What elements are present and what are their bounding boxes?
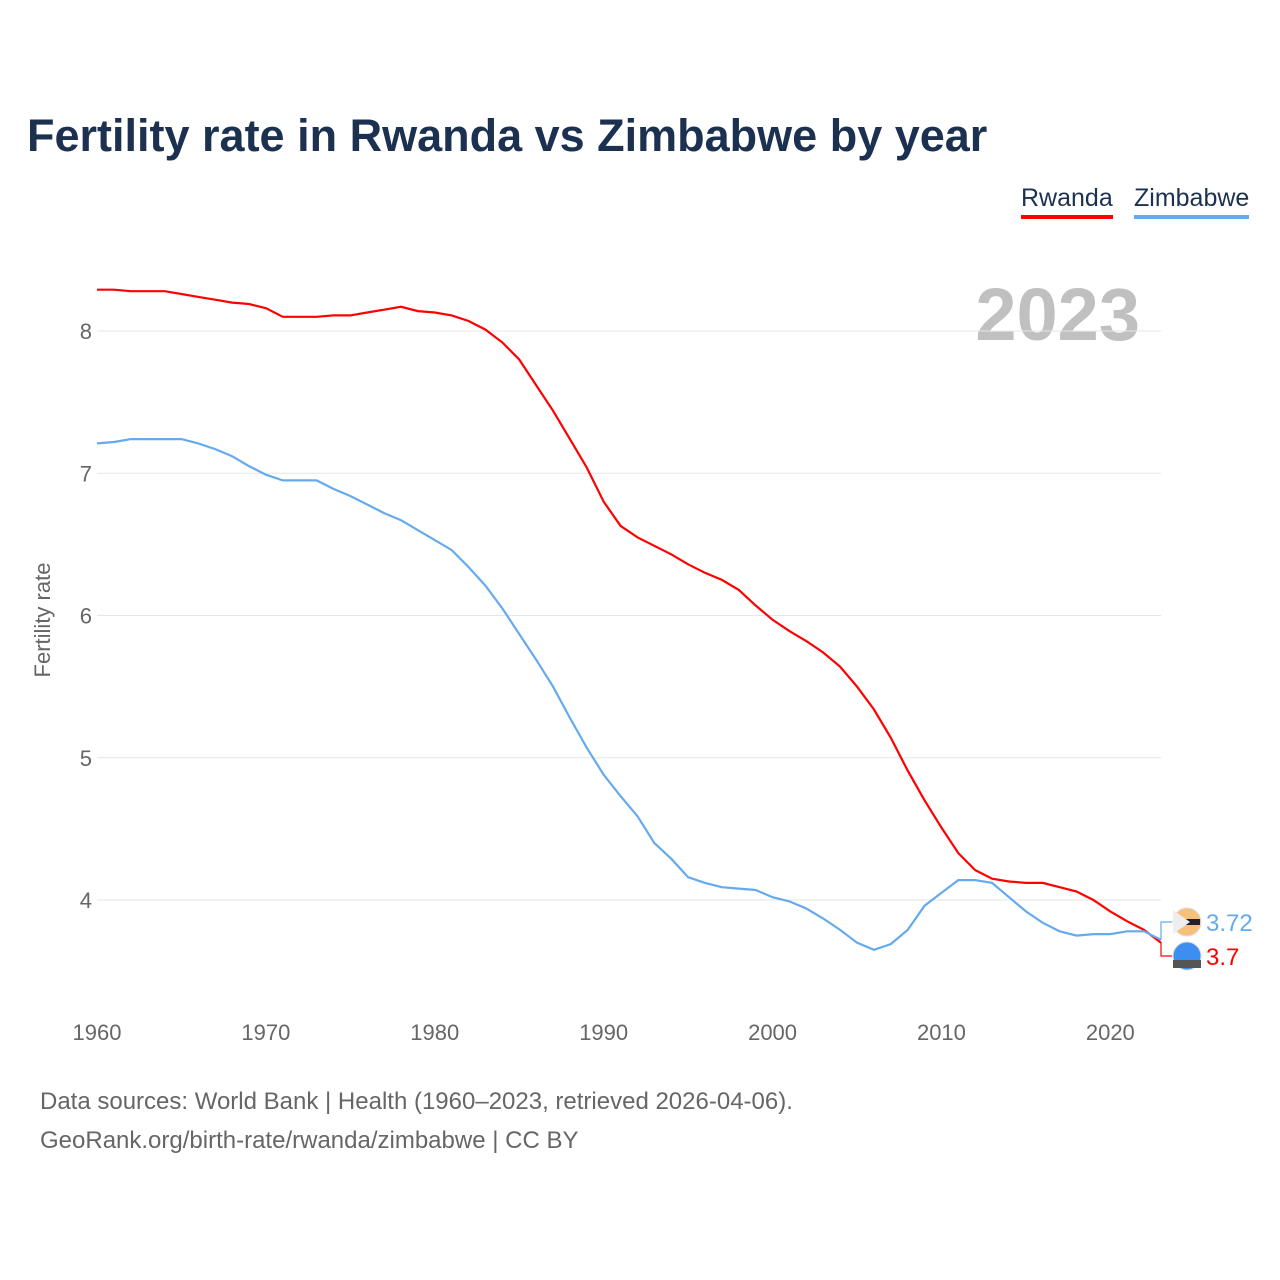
x-tick-label: 1980 [410, 1020, 459, 1045]
x-tick-label: 2010 [917, 1020, 966, 1045]
x-tick-label: 1960 [73, 1020, 122, 1045]
y-tick-label: 8 [80, 319, 92, 344]
y-tick-label: 4 [80, 888, 92, 913]
y-tick-label: 7 [80, 461, 92, 486]
end-value-zimbabwe: 3.72 [1206, 910, 1253, 937]
series-line-zimbabwe [96, 438, 1162, 951]
flag-stripe [1173, 960, 1201, 968]
y-axis-label: Fertility rate [30, 563, 55, 678]
label-connector [1160, 921, 1172, 940]
x-tick-label: 2020 [1086, 1020, 1135, 1045]
x-tick-label: 2000 [748, 1020, 797, 1045]
source-text: Data sources: World Bank | Health (1960–… [40, 1088, 793, 1115]
x-tick-label: 1990 [579, 1020, 628, 1045]
y-tick-label: 5 [80, 746, 92, 771]
legend-rwanda[interactable]: Rwanda [1021, 184, 1113, 219]
source-link[interactable]: GeoRank.org/birth-rate/rwanda/zimbabwe |… [40, 1127, 579, 1154]
y-tick-label: 6 [80, 604, 92, 629]
legend-zimbabwe[interactable]: Zimbabwe [1134, 184, 1250, 219]
x-tick-label: 1970 [241, 1020, 290, 1045]
year-label: 2023 [975, 273, 1140, 356]
flag-triangle [1173, 910, 1190, 934]
end-value-rwanda: 3.7 [1206, 944, 1239, 971]
chart-title: Fertility rate in Rwanda vs Zimbabwe by … [27, 110, 988, 161]
series-line-rwanda [97, 288, 1162, 944]
label-connector [1160, 942, 1172, 957]
